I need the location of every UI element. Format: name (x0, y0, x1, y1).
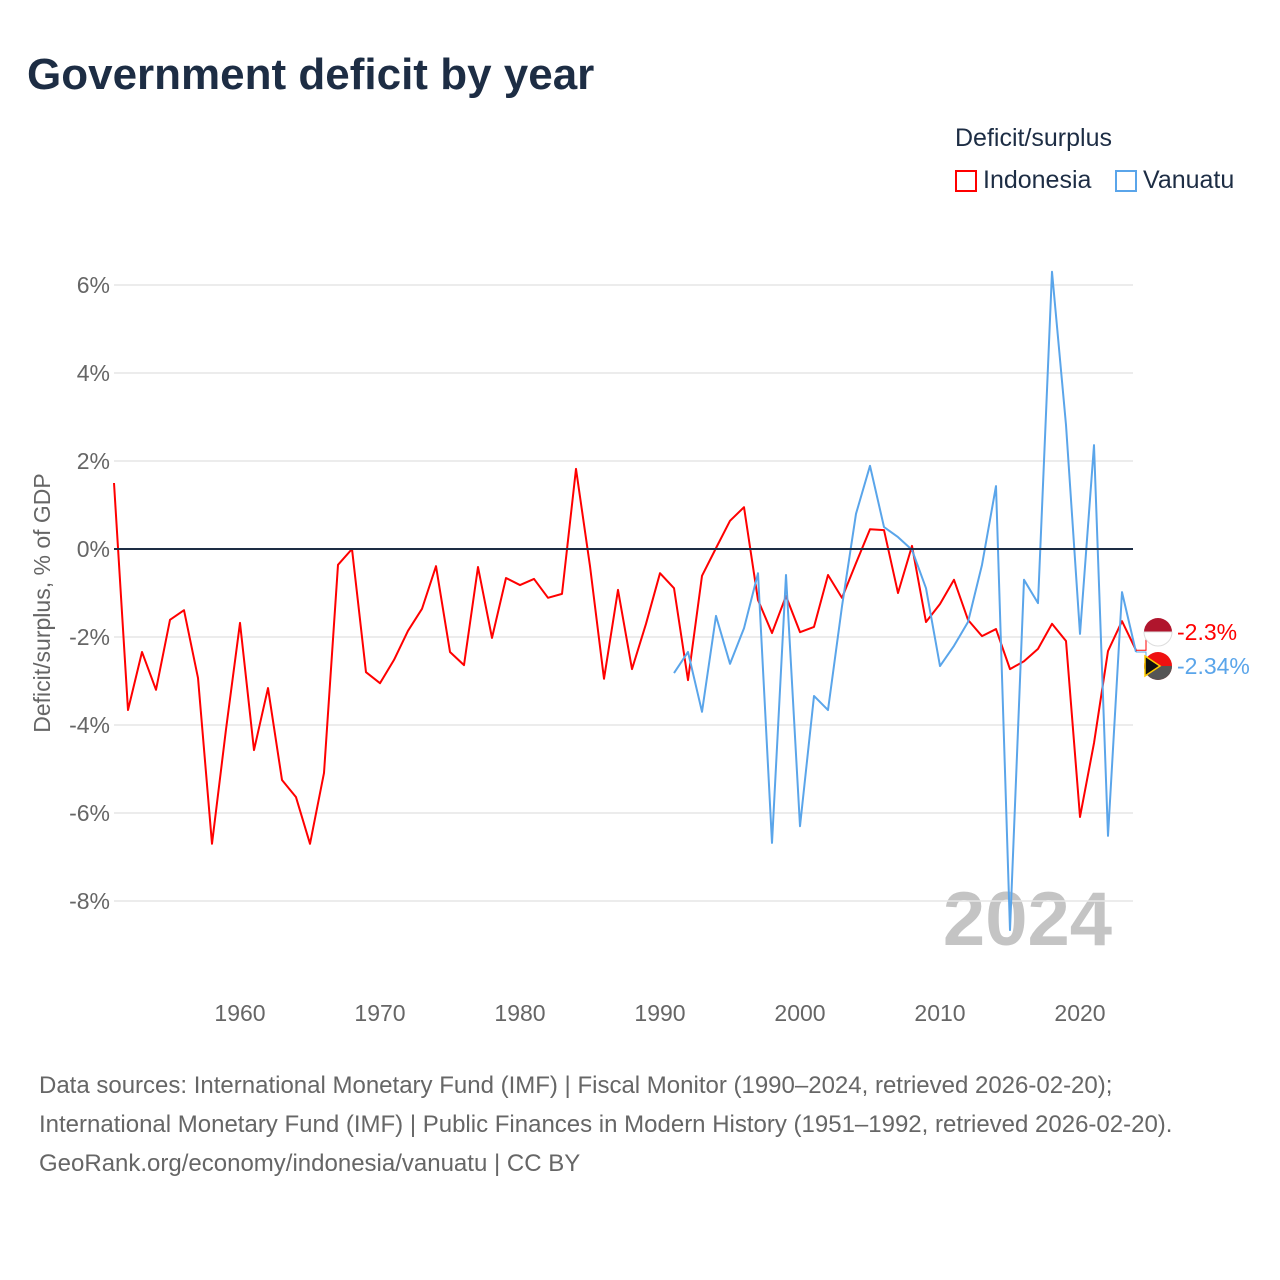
data-sources: Data sources: International Monetary Fun… (39, 1072, 1173, 1138)
y-axis-label: Deficit/surplus, % of GDP (29, 473, 55, 732)
y-tick-label: 4% (77, 360, 110, 386)
end-value-label: -2.3% (1177, 619, 1237, 645)
chart-title: Government deficit by year (27, 50, 595, 99)
y-tick-label: 2% (77, 448, 110, 474)
legend-label: Vanuatu (1143, 166, 1235, 194)
legend-title: Deficit/surplus (955, 124, 1112, 152)
y-tick-label: -2% (69, 624, 110, 650)
y-tick-label: 0% (77, 536, 110, 562)
x-tick-label: 2000 (774, 1000, 825, 1026)
y-tick-label: -8% (69, 888, 110, 914)
x-tick-label: 1960 (214, 1000, 265, 1026)
y-tick-label: -6% (69, 800, 110, 826)
legend-item-vanuatu[interactable]: Vanuatu (1115, 166, 1234, 195)
series-line-indonesia (113, 467, 1137, 845)
y-tick-label: -4% (69, 712, 110, 738)
x-tick-label: 2010 (914, 1000, 965, 1026)
flag-indonesia-icon (1144, 618, 1172, 632)
legend-label: Indonesia (983, 166, 1092, 194)
x-tick-label: 1980 (494, 1000, 545, 1026)
x-tick-label: 1970 (354, 1000, 405, 1026)
end-value-label: -2.34% (1177, 653, 1250, 679)
x-tick-label: 2020 (1054, 1000, 1105, 1026)
flag-indonesia-icon-bottom (1143, 631, 1173, 647)
year-watermark: 2024 (943, 877, 1112, 962)
credit-link[interactable]: GeoRank.org/economy/indonesia/vanuatu | … (39, 1150, 581, 1177)
x-tick-label: 1990 (634, 1000, 685, 1026)
footer: Data sources: International Monetary Fun… (39, 1066, 1239, 1183)
y-tick-label: 6% (77, 272, 110, 298)
legend-swatch-indonesia (955, 169, 977, 192)
flag-vanuatu-triangle (1144, 654, 1162, 678)
chart-plot: 2024 -8% -6% -4% -2% 0% 2% 4% 6% 1960 1970 1980 1990… (29, 270, 1250, 1026)
legend-swatch-vanuatu (1115, 169, 1137, 192)
series-line-vanuatu (673, 270, 1137, 932)
legend-item-indonesia[interactable]: Indonesia (955, 166, 1091, 195)
